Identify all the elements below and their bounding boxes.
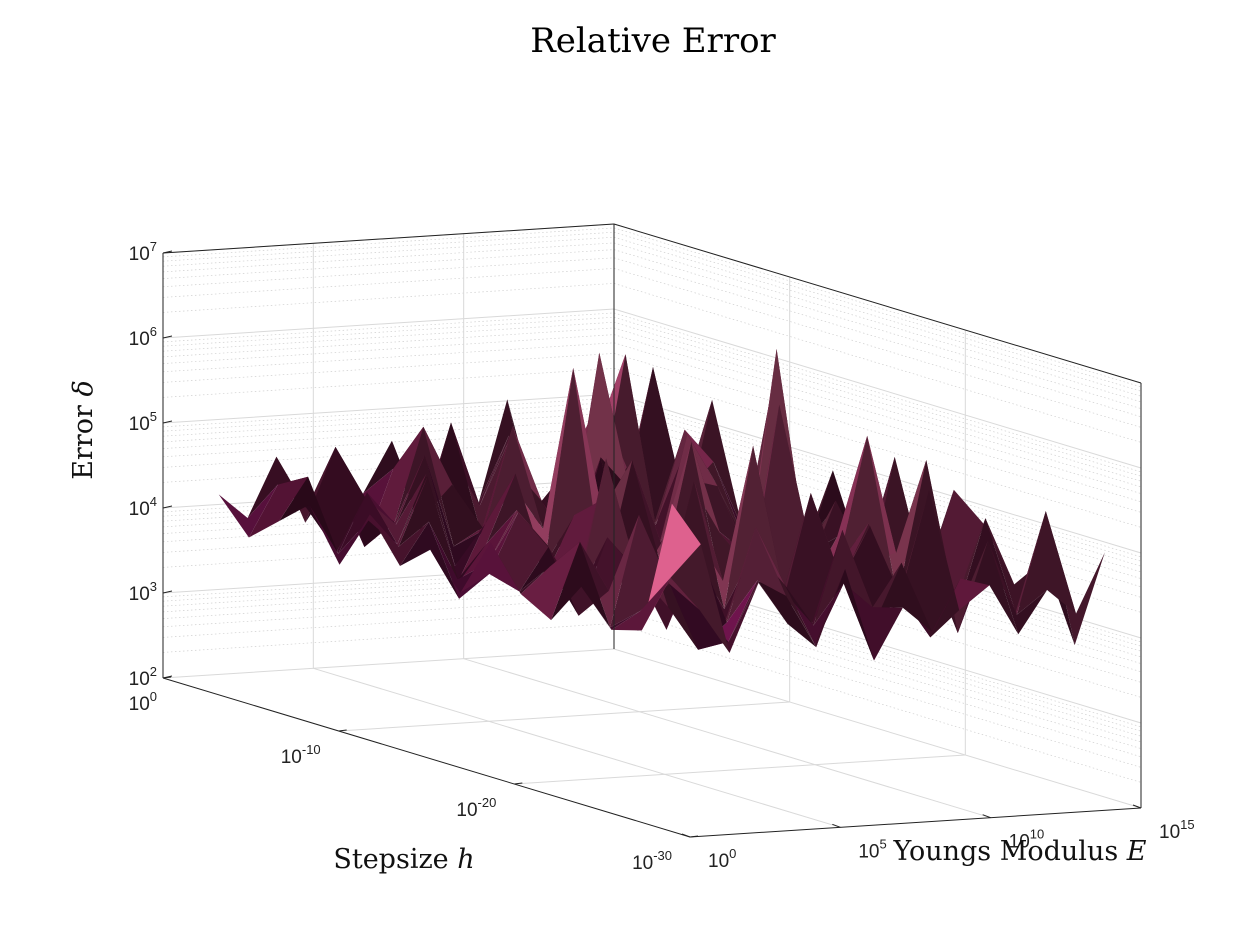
tick-label: 1010: [1009, 827, 1045, 853]
h-axis-line: [162, 677, 691, 838]
E-tick-mark: [832, 823, 841, 828]
surface-layer: [218, 348, 1105, 661]
z-minor-gridline: [162, 597, 1142, 758]
x-axis-label: Stepsize h: [333, 844, 474, 875]
E-tick-mark: [1132, 804, 1142, 809]
z-minor-gridline: [162, 589, 1142, 749]
surface-facet: [218, 484, 278, 538]
surface-facet: [1016, 511, 1076, 615]
z-tick-mark: [162, 590, 173, 594]
tick-label: 105: [858, 836, 886, 862]
surface-facet: [843, 583, 903, 661]
surface-facet: [424, 454, 484, 566]
tick-label: 100: [129, 689, 157, 715]
z-tick-mark: [162, 420, 173, 424]
tick-label: 105: [129, 409, 157, 435]
E-tick-mark: [982, 814, 991, 819]
y-axis-label: Youngs Modulus E: [893, 836, 1147, 867]
surface-facet: [691, 441, 751, 587]
surface-facet: [363, 440, 423, 518]
z-major-gridline: [162, 648, 1142, 809]
chart-title: Relative Error: [530, 21, 776, 61]
surface-facet: [248, 476, 308, 538]
floor-gridline: [463, 658, 991, 819]
surface-facet: [1045, 511, 1105, 646]
surface-facet: [456, 473, 516, 586]
surface-facet: [279, 476, 339, 554]
surface-facet: [519, 547, 579, 616]
tick-label: 103: [129, 579, 157, 605]
z-minor-gridline: [162, 227, 1142, 388]
z-tick-mark: [162, 335, 173, 339]
tick-label: 10-30: [632, 848, 672, 874]
surface-facet: [957, 540, 1017, 634]
z-major-gridline: [162, 223, 1142, 384]
surface-facet: [726, 527, 786, 623]
surface-facet: [398, 476, 458, 580]
tick-label: 10-10: [281, 742, 321, 768]
surface-facet: [632, 441, 692, 572]
h-tick-mark: [689, 835, 699, 838]
z-axis-label: Error δ: [68, 380, 99, 480]
E-axis-line: [689, 807, 1142, 838]
surface-facet: [610, 515, 670, 628]
tick-label: 107: [129, 239, 157, 265]
floor-gridline: [313, 667, 841, 828]
surface-facet: [394, 426, 454, 547]
surface-facet: [577, 458, 637, 597]
surface-facet: [956, 518, 1016, 614]
back-right-top-edge: [613, 223, 1142, 384]
tick-label: 1015: [1159, 817, 1195, 843]
surface-facet: [784, 583, 844, 645]
tick-label: 104: [129, 494, 157, 520]
surface-facet: [338, 492, 398, 554]
tick-label: 100: [708, 846, 736, 872]
tick-label: 106: [129, 324, 157, 350]
floor-gridline: [338, 701, 790, 732]
surface-facet: [460, 542, 520, 593]
surface-facet: [369, 514, 429, 566]
tick-label: 10-20: [456, 795, 496, 821]
surface-facet: [514, 367, 574, 566]
surface-facet: [581, 586, 641, 630]
z-minor-gridline: [162, 623, 1142, 783]
surface-facet: [757, 580, 817, 648]
axis-layer: [162, 223, 1142, 838]
surface-facet: [872, 562, 932, 632]
h-tick-mark: [162, 676, 172, 679]
surface-facet: [867, 435, 927, 598]
tick-label: 102: [129, 664, 157, 690]
surface-facet: [669, 583, 729, 650]
floor-gridline: [514, 754, 966, 785]
surface-facet: [486, 473, 546, 577]
z-tick-mark: [162, 505, 173, 509]
surface-facet: [478, 399, 538, 528]
surface-facet: [988, 540, 1048, 635]
surface-facet: [698, 580, 758, 650]
z-tick-mark: [162, 250, 173, 254]
h-tick-mark: [338, 729, 347, 732]
E-tick-mark: [681, 833, 691, 838]
back-left-top-edge: [162, 223, 615, 254]
surface-facet: [611, 577, 671, 631]
surface-facet: [451, 422, 510, 534]
z-minor-gridline: [162, 231, 1142, 392]
surface-facet: [985, 518, 1045, 613]
surface-facet: [247, 456, 307, 518]
surface-facet: [955, 518, 1015, 603]
surface-facet: [309, 504, 369, 565]
surface-facet: [658, 434, 718, 547]
surface-facet: [670, 544, 730, 653]
surface-facet: [551, 541, 611, 628]
h-tick-mark: [514, 782, 523, 785]
tick-layer: 102 103 104 105 106 107 100 10-10 10-20 10-30 100 1…: [129, 239, 1195, 874]
surface-facet: [400, 521, 460, 599]
surface-facet: [520, 541, 580, 621]
